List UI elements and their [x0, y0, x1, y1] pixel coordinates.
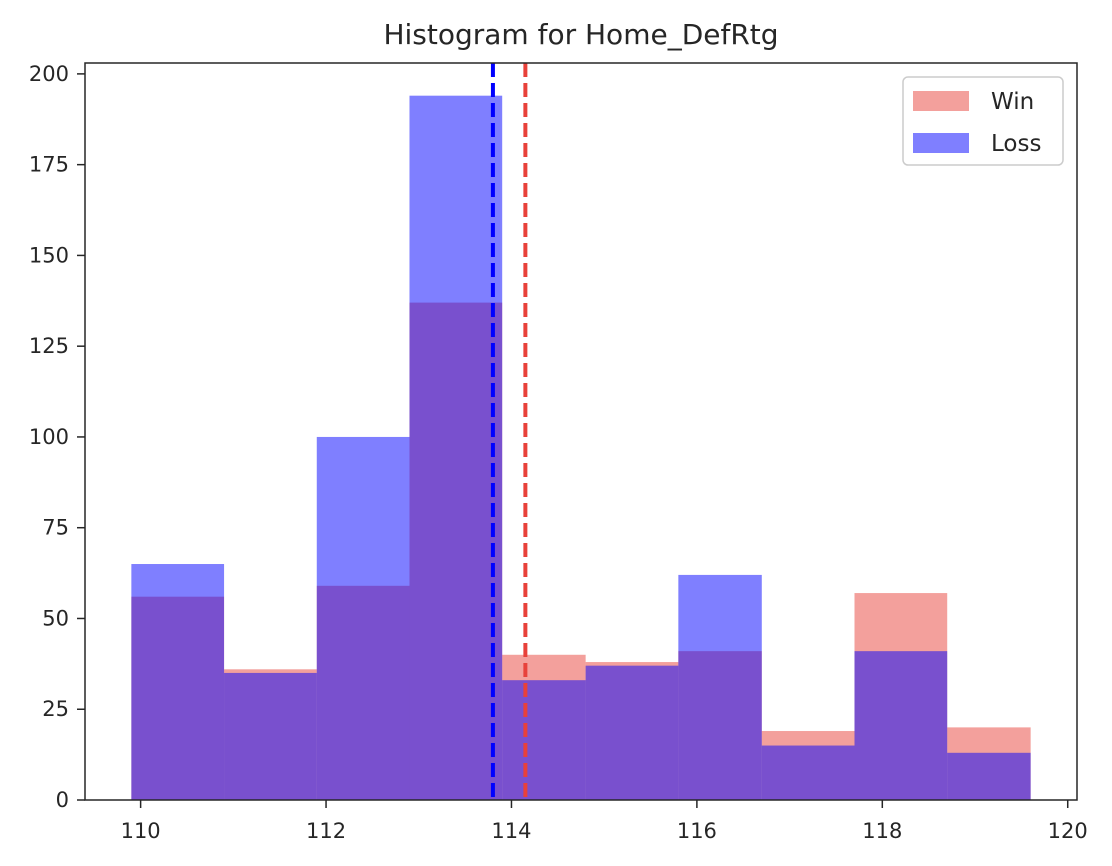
bar-loss-9 [947, 752, 1031, 800]
bar-loss-5 [585, 665, 679, 800]
plot-area-frame [84, 62, 1078, 801]
y-tick-label-175: 175 [29, 153, 69, 177]
chart-title: Histogram for Home_DefRtg [383, 18, 778, 51]
legend-swatch-loss [913, 133, 969, 153]
bar-loss-8 [854, 651, 948, 800]
y-tick-label-25: 25 [42, 697, 69, 721]
mean-lines-layer [490, 63, 528, 800]
bars-layer [131, 95, 1031, 801]
y-tick-label-50: 50 [42, 606, 69, 630]
y-tick-label-0: 0 [56, 788, 69, 812]
bar-loss-2 [316, 436, 410, 800]
x-tick-label-114: 114 [491, 819, 531, 843]
x-axis: 110 112 114 116 118 120 [121, 800, 1088, 843]
x-tick-label-118: 118 [862, 819, 902, 843]
legend-label-loss: Loss [991, 131, 1041, 157]
bar-loss-0 [131, 564, 225, 800]
y-tick-label-125: 125 [29, 334, 69, 358]
legend: Win Loss [902, 76, 1064, 166]
y-axis: 0 25 50 75 100 125 150 175 200 [29, 62, 85, 812]
bar-loss-1 [224, 672, 317, 800]
y-tick-label-100: 100 [29, 425, 69, 449]
bar-loss-6 [678, 574, 762, 800]
x-tick-label-116: 116 [677, 819, 717, 843]
x-tick-label-110: 110 [121, 819, 161, 843]
x-tick-label-120: 120 [1048, 819, 1088, 843]
y-tick-label-200: 200 [29, 62, 69, 86]
y-tick-label-150: 150 [29, 243, 69, 267]
bar-loss-4 [502, 680, 586, 800]
bar-loss-7 [761, 745, 855, 800]
legend-label-win: Win [991, 89, 1034, 115]
legend-swatch-win [913, 91, 969, 111]
x-tick-label-112: 112 [306, 819, 346, 843]
bar-loss-3 [409, 95, 503, 801]
y-tick-label-75: 75 [42, 516, 69, 540]
